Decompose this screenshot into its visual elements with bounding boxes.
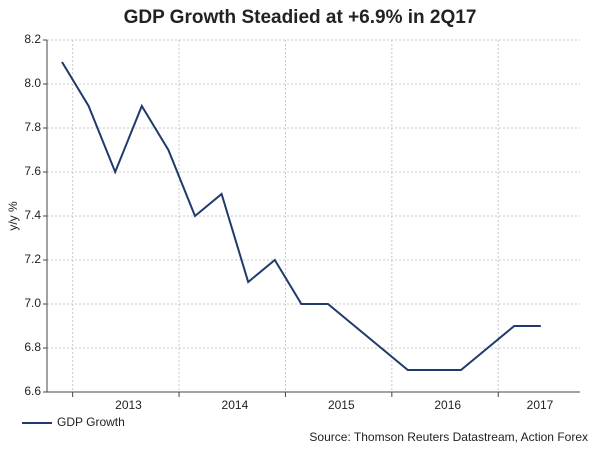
y-tick-label: 7.4	[24, 208, 41, 222]
y-tick-label: 7.0	[24, 296, 41, 310]
legend-label: GDP Growth	[57, 415, 125, 429]
series-line	[61, 61, 541, 371]
x-tick-label: 2017	[527, 398, 554, 412]
y-tick-label: 6.6	[24, 384, 41, 398]
x-tick-label: 2014	[222, 398, 249, 412]
x-tick-label: 2016	[434, 398, 461, 412]
y-tick-label: 8.0	[24, 76, 41, 90]
x-tick-label: 2015	[328, 398, 355, 412]
y-axis-label: y/y %	[6, 201, 20, 231]
source: Source: Thomson Reuters Datastream, Acti…	[309, 430, 588, 444]
chart-title: GDP Growth Steadied at +6.9% in 2Q17	[124, 7, 477, 28]
y-tick-label: 8.2	[24, 32, 41, 46]
y-tick-label: 7.2	[24, 252, 41, 266]
y-tick-label: 6.8	[24, 340, 41, 354]
x-tick-label: 2013	[115, 398, 142, 412]
y-tick-label: 7.6	[24, 164, 41, 178]
y-tick-label: 7.8	[24, 120, 41, 134]
